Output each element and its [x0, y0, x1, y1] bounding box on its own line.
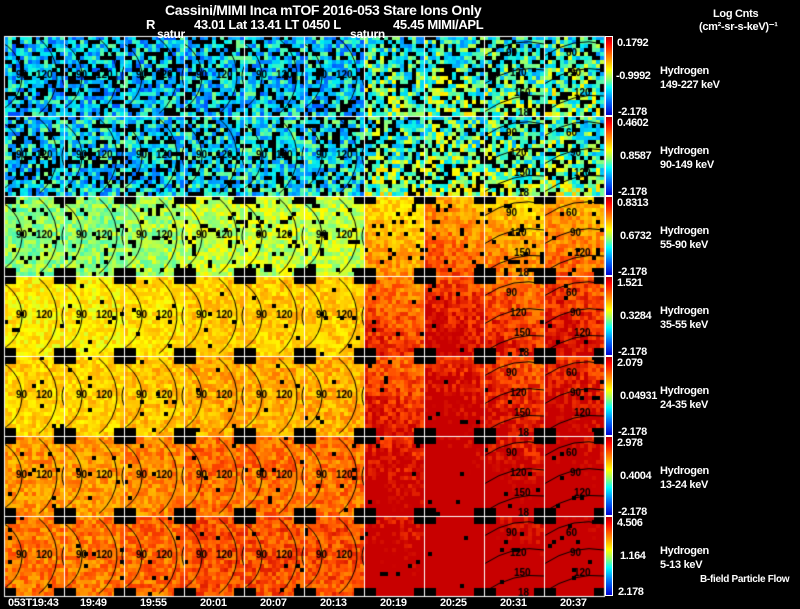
colorbar-min-value: -2.178 — [618, 506, 647, 518]
colorbar-max-value: 2.978 — [617, 437, 643, 449]
saturn-direction-label-1: satur — [157, 27, 185, 41]
colorbar-units-line1: Log Cnts — [713, 8, 759, 20]
colorbar-min-value: -2.178 — [618, 266, 647, 278]
time-tick-label: 20:19 — [380, 597, 407, 609]
subtitle-position: 43.01 Lat 13.41 LT 0450 L — [194, 17, 341, 32]
subtitle-r: R — [146, 17, 156, 32]
colorbar-units-line2: (cm²-sr-s-keV)⁻¹ — [699, 21, 778, 33]
colorbar-max-value: 4.506 — [617, 517, 643, 529]
row-energy-label: 55-90 keV — [660, 239, 709, 251]
saturn-direction-label-2: saturn — [350, 27, 385, 41]
chart-title: Cassini/MIMI Inca mTOF 2016-053 Stare Io… — [165, 2, 482, 18]
colorbar-min-value: -2.178 — [618, 346, 647, 358]
colorbar-max-value: 1.521 — [617, 277, 643, 289]
subtitle-source: 45.45 MIMI/APL — [393, 17, 484, 32]
colorbar-max-value: 0.4602 — [617, 117, 649, 129]
colorbar-mid-value: 0.4004 — [620, 470, 652, 482]
colorbar-max-value: 2.079 — [617, 357, 643, 369]
row-energy-label: 35-55 keV — [660, 319, 709, 331]
legend-bfield-note: B-field Particle Flow — [700, 574, 790, 585]
time-tick-label: 20:37 — [560, 597, 587, 609]
row-energy-label: 13-24 keV — [660, 479, 709, 491]
colorbar-min-value: 2.178 — [618, 586, 644, 598]
time-tick-label: 19:55 — [140, 597, 167, 609]
colorbar-max-value: 0.1792 — [617, 37, 649, 49]
colorbar-mid-value: 0.6732 — [620, 230, 652, 242]
time-tick-label: 20:07 — [260, 597, 287, 609]
row-species-label: Hydrogen — [660, 545, 709, 557]
row-energy-label: 5-13 keV — [660, 559, 703, 571]
row-species-label: Hydrogen — [660, 385, 709, 397]
colorbar-mid-value: 0.3284 — [620, 310, 652, 322]
colorbar-min-value: -2.178 — [618, 426, 647, 438]
time-tick-label: 053T19:43 — [8, 597, 59, 609]
time-tick-label: 20:13 — [320, 597, 347, 609]
row-energy-label: 24-35 keV — [660, 399, 709, 411]
row-species-label: Hydrogen — [660, 225, 709, 237]
colorbar — [605, 276, 613, 356]
time-tick-label: 20:01 — [200, 597, 227, 609]
time-tick-label: 20:25 — [440, 597, 467, 609]
row-energy-label: 149-227 keV — [660, 79, 720, 91]
time-tick-label: 19:49 — [80, 597, 107, 609]
colorbar-max-value: 0.8313 — [617, 197, 649, 209]
colorbar-mid-value: 1.164 — [620, 550, 646, 562]
row-species-label: Hydrogen — [660, 145, 709, 157]
colorbar-min-value: -2.178 — [618, 106, 647, 118]
colorbar-mid-value: 0.04931 — [620, 390, 657, 402]
colorbar — [605, 436, 613, 516]
row-species-label: Hydrogen — [660, 305, 709, 317]
colorbar — [605, 356, 613, 436]
row-species-label: Hydrogen — [660, 65, 709, 77]
colorbar-mid-value: 0.8587 — [620, 150, 652, 162]
colorbar-min-value: -2.178 — [618, 186, 647, 198]
time-tick-label: 20:31 — [500, 597, 527, 609]
row-energy-label: 90-149 keV — [660, 159, 714, 171]
colorbar — [605, 36, 613, 116]
colorbar — [605, 516, 613, 596]
colorbar-mid-value: -0.9992 — [616, 70, 651, 82]
colorbar — [605, 116, 613, 196]
colorbar — [605, 196, 613, 276]
row-species-label: Hydrogen — [660, 465, 709, 477]
